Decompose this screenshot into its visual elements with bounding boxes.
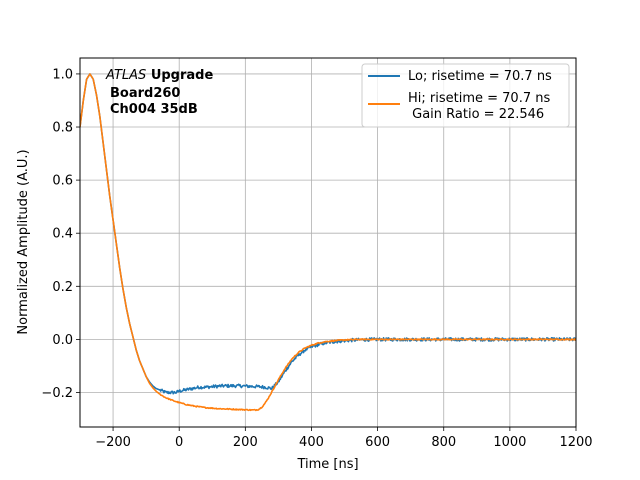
- channel-label: Ch004 35dB: [110, 102, 198, 117]
- experiment-annotation: ATLAS Upgrade Board260 Ch004 35dB: [105, 68, 213, 117]
- atlas-label: ATLAS: [105, 68, 146, 83]
- y-tick-label: 0.2: [52, 280, 73, 295]
- y-tick-label: 1.0: [52, 67, 73, 82]
- series-line-hi: [80, 73, 576, 412]
- y-axis-label: Normalized Amplitude (A.U.): [16, 149, 31, 334]
- x-tick-label: 800: [431, 435, 456, 450]
- x-tick-label: 200: [233, 435, 258, 450]
- y-tick-label: 0.6: [52, 174, 73, 189]
- plot-area: [80, 73, 576, 412]
- legend-label-hi-line: Gain Ratio = 22.546: [408, 107, 544, 122]
- axes-frame: [79, 57, 577, 428]
- x-axis-label: Time [ns]: [296, 457, 358, 472]
- y-tick-label: 0.8: [52, 121, 73, 136]
- x-axis-ticks: −200 0 200 400 600 800 1000 1200: [95, 427, 593, 450]
- legend: Lo; risetime = 70.7 ns Hi; risetime = 70…: [361, 63, 570, 128]
- x-tick-label: 0: [175, 435, 183, 450]
- upgrade-label: Upgrade: [151, 68, 214, 83]
- x-tick-label: 400: [299, 435, 324, 450]
- series-layer: [80, 73, 576, 412]
- x-tick-label: 1200: [559, 435, 592, 450]
- x-tick-label: 1000: [493, 435, 526, 450]
- x-tick-label: 600: [365, 435, 390, 450]
- board-label: Board260: [110, 86, 180, 101]
- y-tick-label: 0.4: [52, 227, 73, 242]
- y-tick-label: 0.0: [52, 333, 73, 348]
- legend-box: [361, 63, 570, 128]
- legend-label-lo: Lo; risetime = 70.7 ns: [408, 69, 552, 84]
- y-tick-label: −0.2: [41, 386, 73, 401]
- annotation-line-1: ATLAS Upgrade: [105, 68, 213, 83]
- y-axis-ticks: −0.2 0.0 0.2 0.4 0.6 0.8 1.0: [41, 67, 80, 401]
- legend-label-hi: Hi; risetime = 70.7 ns Gain Ratio = 22.5…: [408, 91, 550, 122]
- x-tick-label: −200: [95, 435, 131, 450]
- legend-label-hi-line: Hi; risetime = 70.7 ns: [408, 91, 550, 106]
